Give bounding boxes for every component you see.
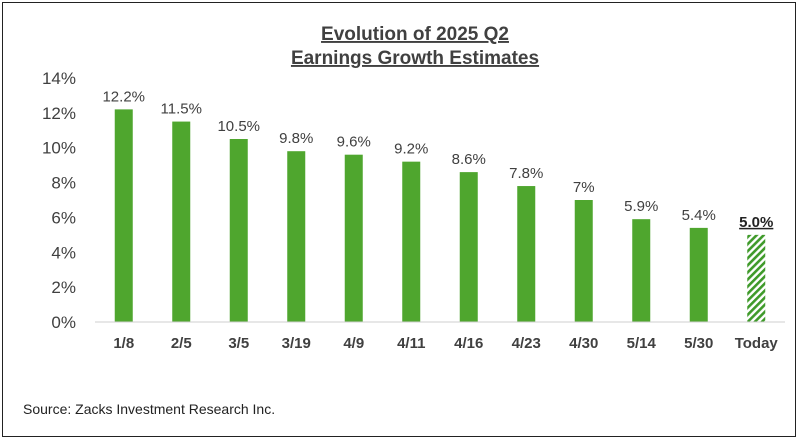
x-tick-label: 1/8 [113,335,134,352]
x-tick-label: 2/5 [171,335,192,352]
x-tick-label: 4/16 [454,335,483,352]
x-tick-label: 4/11 [397,335,425,352]
x-tick-label: 3/5 [228,335,249,352]
x-tick-label: 4/23 [512,335,541,352]
bar [287,151,306,322]
data-labels-group: 12.2% 11.5% 10.5% 9.8% 9.6% 9.2% 8.6% 7.8% 7% 5.9… [102,88,773,230]
bar [689,227,708,322]
chart-title-line-2: Earnings Growth Estimates [291,48,539,69]
y-tick-label: 0% [51,313,76,332]
data-label: 9.6% [337,134,371,151]
y-tick-label: 14% [42,69,76,88]
data-label: 8.6% [452,151,486,168]
x-axis: 1/8 2/5 3/5 3/19 4/9 4/11 4/16 4/23 4/30 5/14 5/30… [95,321,785,352]
y-tick-label: 12% [42,104,76,123]
chart-frame [2,2,796,437]
x-tick-label: 3/19 [282,335,311,352]
bar [229,139,248,322]
data-label: 7.8% [509,165,543,182]
y-tick-label: 6% [51,208,76,227]
data-label: 9.2% [394,141,428,158]
chart-title-line-1: Evolution of 2025 Q2 [321,24,509,45]
x-tick-label: 4/30 [569,335,598,352]
y-tick-label: 10% [42,139,76,158]
bar [114,109,133,322]
data-label: 5.4% [682,207,716,224]
bar [632,219,651,322]
bar [344,154,363,322]
y-tick-label: 2% [51,278,76,297]
data-label-today: 5.0% [739,214,773,231]
x-tick-label: 5/30 [684,335,713,352]
data-label: 12.2% [102,88,145,105]
data-label: 5.9% [624,198,658,215]
bars-group [114,109,766,322]
y-tick-label: 4% [51,243,76,262]
data-label: 7% [573,179,595,196]
x-tick-label: 4/9 [343,335,364,352]
y-tick-label: 8% [51,174,76,193]
bar [517,186,536,322]
data-label: 10.5% [217,118,260,135]
data-label: 11.5% [161,101,202,118]
y-axis: 0% 2% 4% 6% 8% 10% 12% 14% [42,69,76,332]
bar-today [747,234,766,322]
bar [402,161,421,322]
source-note: Source: Zacks Investment Research Inc. [23,401,275,417]
x-tick-label: Today [735,335,779,352]
bar [574,200,593,322]
bar [459,172,478,322]
x-tick-label: 5/14 [627,335,657,352]
bar [172,121,191,322]
data-label: 9.8% [279,130,313,147]
